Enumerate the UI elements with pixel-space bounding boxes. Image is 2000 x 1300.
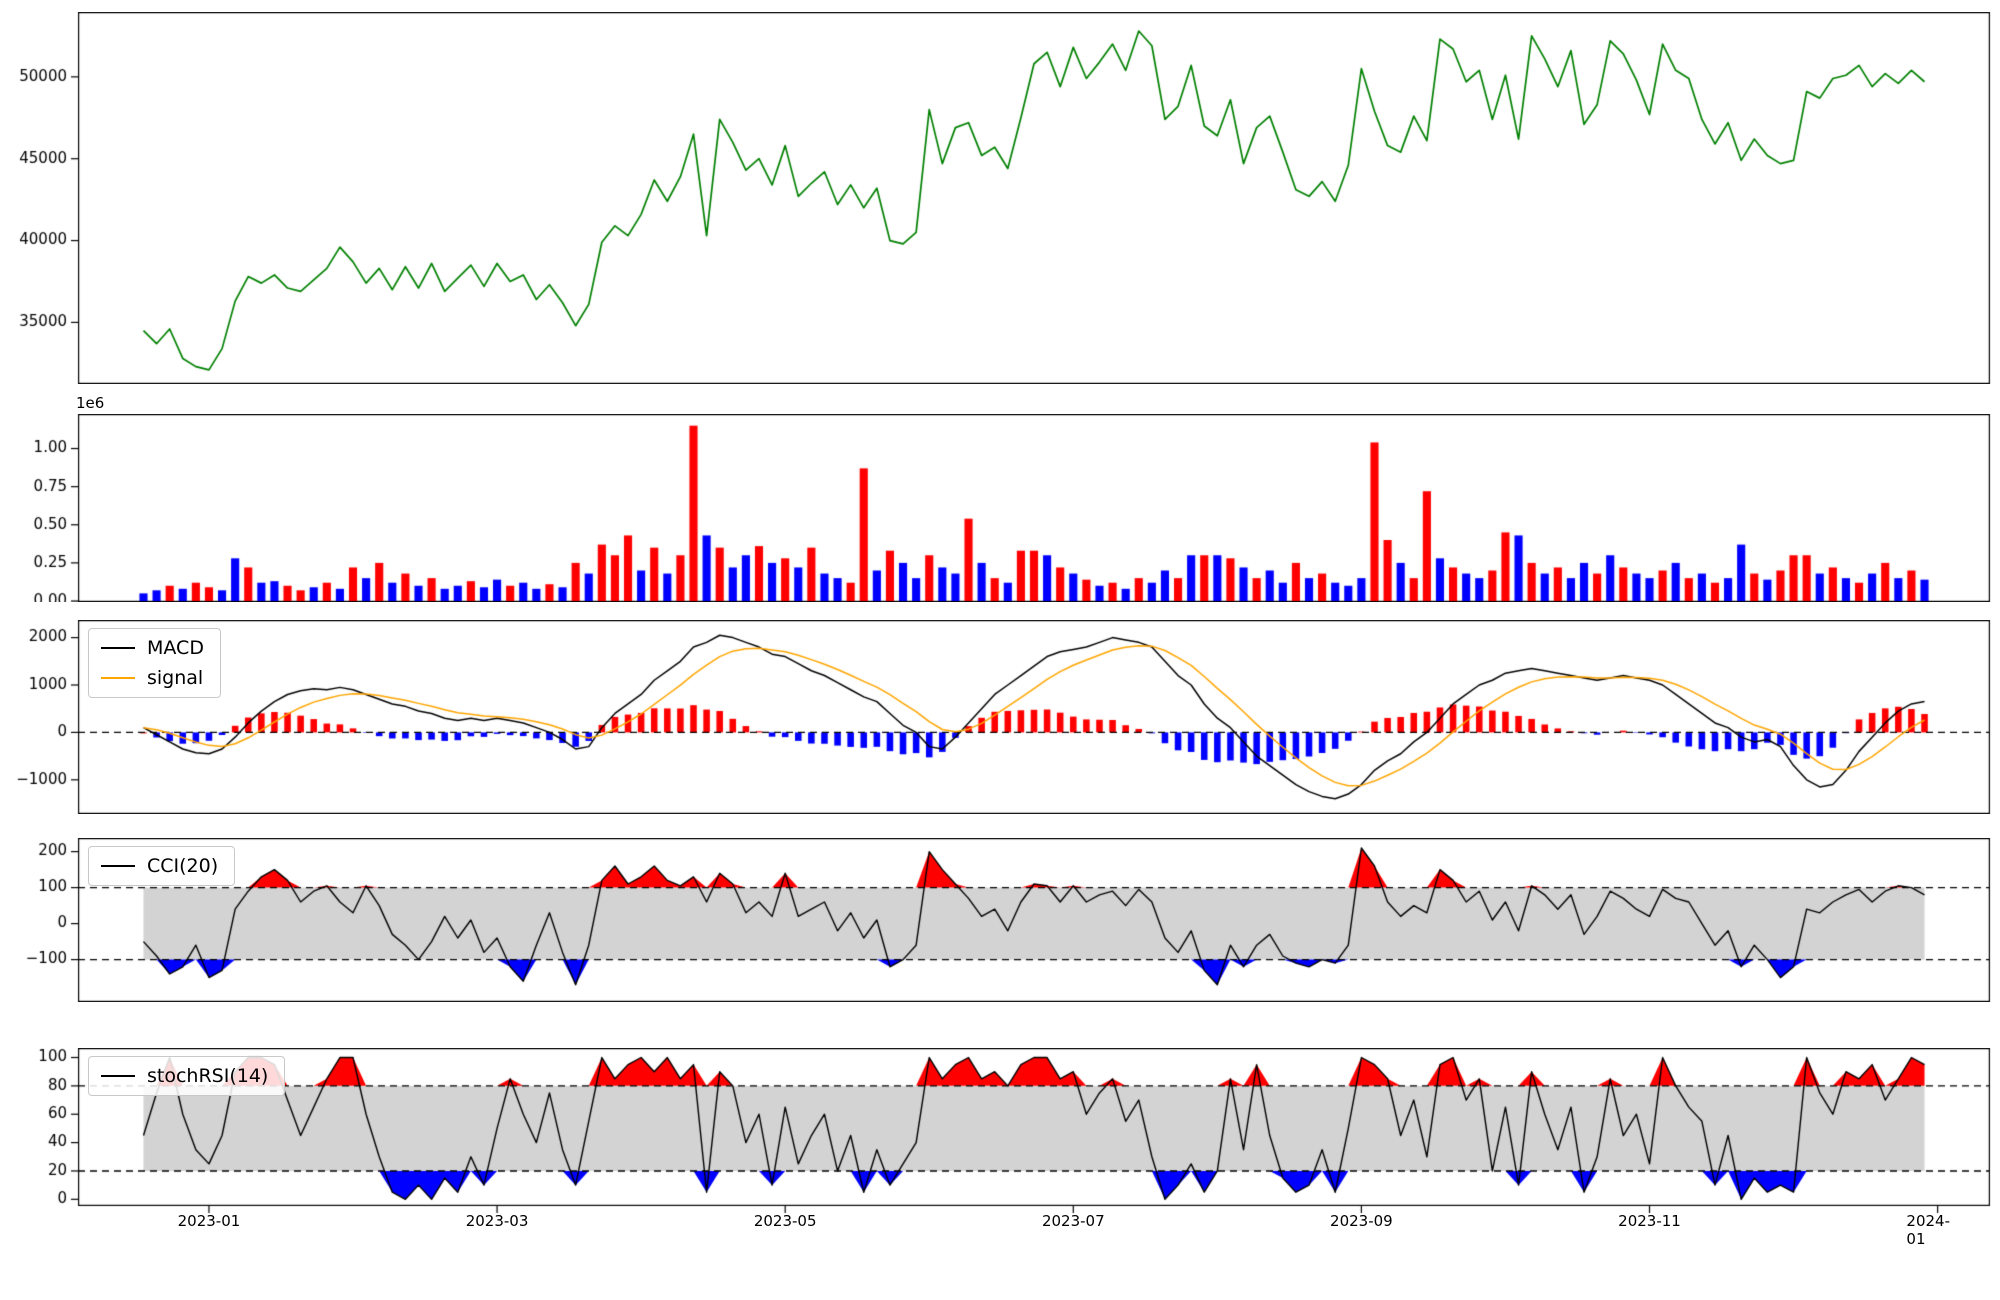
stochrsi-legend: stochRSI(14) <box>88 1056 286 1096</box>
x-tick-label: 2023-05 <box>753 1212 817 1230</box>
signal-legend-entry: signal <box>101 667 204 689</box>
cci-line-swatch <box>101 865 135 867</box>
macd-chart-canvas <box>0 620 2000 814</box>
price-chart-canvas <box>0 12 2000 384</box>
volume-axis-offset-label: 1e6 <box>76 394 105 412</box>
x-tick-label: 2023-03 <box>465 1212 529 1230</box>
cci-chart-canvas <box>0 838 2000 1002</box>
stochrsi-chart-canvas <box>0 1048 2000 1220</box>
macd-legend-entry: MACD <box>101 637 204 659</box>
macd-panel: MACD signal <box>0 620 2000 814</box>
x-tick-label: 2023-07 <box>1041 1212 1105 1230</box>
stochrsi-panel: stochRSI(14) <box>0 1048 2000 1220</box>
stochrsi-legend-entry: stochRSI(14) <box>101 1065 268 1087</box>
cci-legend-label: CCI(20) <box>147 855 219 877</box>
macd-legend: MACD signal <box>88 628 221 698</box>
signal-legend-label: signal <box>147 667 204 689</box>
macd-line-swatch <box>101 647 135 649</box>
cci-legend-entry: CCI(20) <box>101 855 218 877</box>
macd-legend-label: MACD <box>147 637 204 659</box>
cci-legend: CCI(20) <box>88 846 236 886</box>
x-tick-label: 2024-01 <box>1906 1212 1951 1248</box>
stochrsi-line-swatch <box>101 1075 135 1077</box>
signal-line-swatch <box>101 677 135 679</box>
volume-panel <box>0 414 2000 602</box>
volume-chart-canvas <box>0 414 2000 602</box>
x-tick-label: 2023-09 <box>1330 1212 1393 1230</box>
x-tick-label: 2023-11 <box>1618 1212 1681 1230</box>
x-tick-label: 2023-01 <box>177 1212 241 1230</box>
stochrsi-legend-label: stochRSI(14) <box>147 1065 269 1087</box>
x-axis-tick-labels: 2023-01 2023-03 2023-05 2023-07 2023-09 2023-… <box>0 1212 2000 1248</box>
price-panel <box>0 12 2000 384</box>
cci-panel: CCI(20) <box>0 838 2000 1002</box>
